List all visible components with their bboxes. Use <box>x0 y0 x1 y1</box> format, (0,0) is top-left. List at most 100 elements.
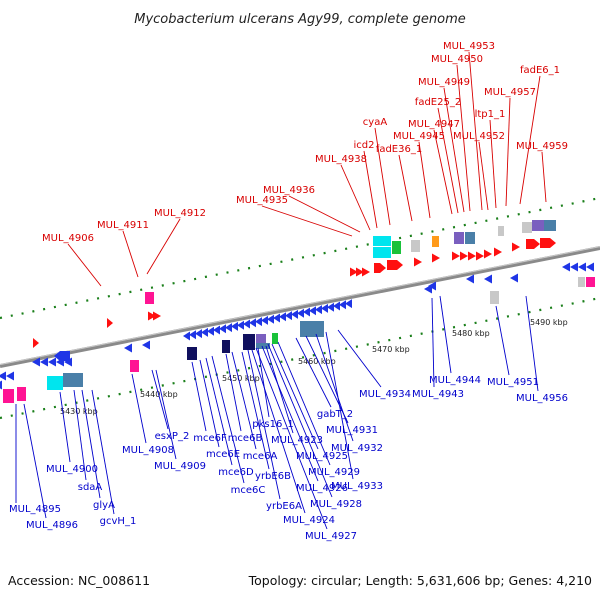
navy-feature[interactable] <box>222 340 230 353</box>
reverse-gene-label[interactable]: MUL_4928 <box>310 499 362 510</box>
reverse-gene-label[interactable]: MUL_4933 <box>331 481 383 492</box>
reverse-gene-label[interactable]: MUL_4951 <box>487 377 539 388</box>
forward-gene-label[interactable]: fadE36_1 <box>376 144 422 155</box>
reverse-gene-arrow[interactable] <box>291 309 298 319</box>
forward-gene-arrow[interactable] <box>460 251 468 261</box>
reverse-gene-label[interactable]: esxP_2 <box>155 431 190 442</box>
forward-gene-label[interactable]: MUL_4912 <box>154 208 206 219</box>
forward-gene-label[interactable]: ltp1_1 <box>475 109 506 120</box>
reverse-gene-arrow[interactable] <box>303 307 310 317</box>
forward-gene-label[interactable]: MUL_4947 <box>408 119 460 130</box>
forward-gene-label[interactable]: MUL_4952 <box>453 131 505 142</box>
reverse-gene-label[interactable]: MUL_4924 <box>283 515 335 526</box>
reverse-gene-arrow[interactable] <box>231 321 238 331</box>
reverse-gene-arrow[interactable] <box>428 281 436 291</box>
purple-feature[interactable] <box>454 232 464 244</box>
forward-gene-label[interactable]: MUL_4935 <box>236 195 288 206</box>
reverse-gene-arrow[interactable] <box>32 357 40 367</box>
pink-feature[interactable] <box>130 360 139 372</box>
reverse-gene-arrow[interactable] <box>48 357 56 367</box>
forward-gene-label[interactable]: fadE6_1 <box>520 65 560 76</box>
reverse-gene-arrow[interactable] <box>279 312 286 322</box>
reverse-gene-label[interactable]: glyA <box>93 500 115 511</box>
forward-gene-label[interactable]: MUL_4957 <box>484 87 536 98</box>
reverse-gene-label[interactable]: MUL_4931 <box>326 425 378 436</box>
reverse-gene-arrow[interactable] <box>189 330 196 340</box>
reverse-gene-arrow[interactable] <box>484 274 492 284</box>
reverse-gene-arrow[interactable] <box>225 323 232 333</box>
green-feature[interactable] <box>392 241 401 254</box>
forward-gene-label[interactable]: icd2 <box>354 140 375 151</box>
forward-gene-label[interactable]: MUL_4911 <box>97 220 149 231</box>
reverse-gene-arrow[interactable] <box>237 320 244 330</box>
reverse-gene-label[interactable]: yrbE6B <box>255 471 291 482</box>
reverse-gene-arrow[interactable] <box>195 329 202 339</box>
gray-feature[interactable] <box>578 277 585 287</box>
reverse-gene-label[interactable]: mce6E <box>206 449 240 460</box>
reverse-gene-arrow[interactable] <box>510 273 518 283</box>
reverse-gene-arrow[interactable] <box>142 340 150 350</box>
steel-feature[interactable] <box>63 373 83 387</box>
pink-feature[interactable] <box>586 277 595 287</box>
forward-gene-label[interactable]: MUL_4953 <box>443 41 495 52</box>
pink-feature[interactable] <box>17 387 26 401</box>
reverse-gene-arrow[interactable] <box>201 327 208 337</box>
forward-gene-arrow[interactable] <box>512 242 520 252</box>
cyan-feature[interactable] <box>373 247 391 258</box>
forward-gene-label[interactable]: fadE25_2 <box>415 97 461 108</box>
forward-gene-arrow[interactable] <box>356 267 364 277</box>
reverse-gene-label[interactable]: MUL_4896 <box>26 520 78 531</box>
forward-gene-arrow[interactable] <box>526 239 540 249</box>
reverse-gene-arrow[interactable] <box>267 314 274 324</box>
reverse-gene-arrow[interactable] <box>466 274 474 284</box>
forward-gene-label[interactable]: MUL_4945 <box>393 131 445 142</box>
cyan-feature[interactable] <box>373 236 391 246</box>
reverse-gene-arrow[interactable] <box>0 371 6 381</box>
reverse-gene-label[interactable]: MUL_4956 <box>516 393 568 404</box>
gray-feature[interactable] <box>498 226 504 236</box>
forward-gene-arrow[interactable] <box>387 260 403 270</box>
reverse-gene-arrow[interactable] <box>339 300 346 310</box>
reverse-gene-label[interactable]: MUL_4927 <box>305 531 357 542</box>
forward-gene-label[interactable]: MUL_4959 <box>516 141 568 152</box>
reverse-gene-label[interactable]: sdaA <box>78 482 103 493</box>
reverse-gene-arrow[interactable] <box>309 306 316 316</box>
reverse-gene-arrow[interactable] <box>321 303 328 313</box>
forward-gene-label[interactable]: MUL_4949 <box>418 77 470 88</box>
reverse-gene-arrow[interactable] <box>333 301 340 311</box>
steel-feature[interactable] <box>544 220 556 231</box>
reverse-gene-arrow[interactable] <box>327 302 334 312</box>
reverse-gene-arrow[interactable] <box>124 343 132 353</box>
purple-feature[interactable] <box>256 334 266 347</box>
reverse-gene-label[interactable]: mce6C <box>231 485 266 496</box>
reverse-gene-label[interactable]: MUL_4932 <box>331 443 383 454</box>
forward-gene-arrow[interactable] <box>374 263 386 273</box>
forward-gene-arrow[interactable] <box>148 311 156 321</box>
reverse-gene-arrow[interactable] <box>54 351 70 361</box>
forward-gene-arrow[interactable] <box>362 267 370 277</box>
reverse-gene-arrow[interactable] <box>315 305 322 315</box>
reverse-gene-arrow[interactable] <box>40 357 48 367</box>
navy-feature[interactable] <box>243 334 255 350</box>
reverse-gene-label[interactable]: MUL_4926 <box>296 483 348 494</box>
forward-gene-label[interactable]: MUL_4950 <box>431 54 483 65</box>
reverse-gene-arrow[interactable] <box>586 262 594 272</box>
green-feature[interactable] <box>272 333 278 344</box>
reverse-gene-label[interactable]: MUL_4929 <box>308 467 360 478</box>
reverse-gene-label[interactable]: MUL_4925 <box>296 451 348 462</box>
forward-gene-arrow[interactable] <box>540 238 556 248</box>
reverse-gene-arrow[interactable] <box>297 308 304 318</box>
forward-gene-label[interactable]: MUL_4936 <box>263 185 315 196</box>
gray-feature[interactable] <box>490 291 499 304</box>
purple-feature[interactable] <box>532 220 544 231</box>
reverse-gene-label[interactable]: mce6A <box>243 451 278 462</box>
reverse-gene-label[interactable]: mce6F <box>193 433 227 444</box>
reverse-gene-label[interactable]: MUL_4923 <box>271 435 323 446</box>
reverse-gene-arrow[interactable] <box>249 318 256 328</box>
reverse-gene-arrow[interactable] <box>345 299 352 309</box>
reverse-gene-label[interactable]: gabT_2 <box>317 409 353 420</box>
reverse-gene-label[interactable]: mce6D <box>218 467 254 478</box>
steel-feature[interactable] <box>465 232 475 244</box>
forward-gene-label[interactable]: MUL_4906 <box>42 233 94 244</box>
forward-gene-arrow[interactable] <box>494 247 502 257</box>
